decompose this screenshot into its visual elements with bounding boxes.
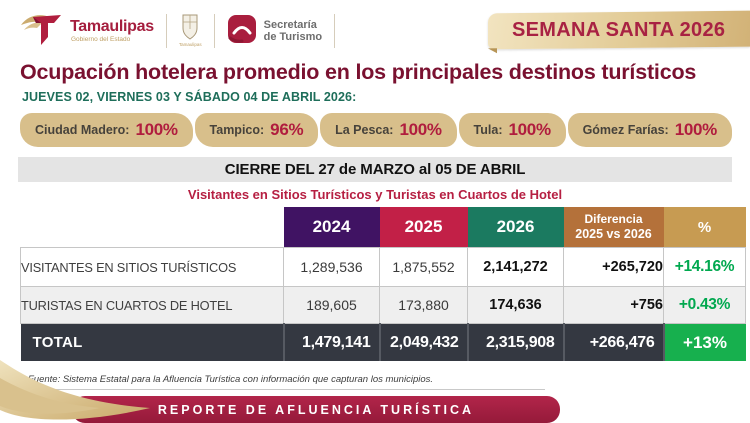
semana-santa-ribbon: SEMANA SANTA 2026 — [488, 10, 750, 50]
total-2025: 2,049,432 — [378, 323, 468, 361]
total-diferencia: +266,476 — [562, 323, 664, 361]
badge-value: 96% — [270, 120, 304, 139]
diferencia-line2: 2025 vs 2026 — [575, 226, 652, 241]
cell-2026: 174,636 — [467, 286, 564, 324]
divider — [25, 389, 545, 390]
table-title: Visitantes en Sitios Turísticos y Turist… — [187, 187, 563, 202]
emblem-caption: Tamaulipas — [178, 42, 202, 48]
cell-2026: 2,141,272 — [467, 247, 564, 287]
tamaulipas-logo: Tamaulipas Gobierno del Estado — [20, 10, 154, 53]
ribbon-text: SEMANA SANTA 2026 — [512, 18, 726, 41]
secretaria-line2: de Turismo — [263, 31, 323, 43]
page-subtitle: JUEVES 02, VIERNES 03 Y SÁBADO 04 DE ABR… — [22, 90, 357, 104]
secretaria-line1: Secretaría — [263, 18, 317, 31]
tamaulipas-wing-icon — [20, 10, 64, 53]
badge-value: 100% — [399, 120, 442, 139]
badge-label: La Pesca: — [335, 123, 394, 137]
table-row-visitantes: VISITANTES EN SITIOS TURÍSTICOS 1,289,53… — [20, 247, 746, 287]
coat-of-arms-icon: Tamaulipas — [179, 14, 202, 48]
header-2026: 2026 — [467, 207, 564, 248]
divider — [334, 14, 336, 48]
divider — [165, 14, 167, 48]
turismo-wave-icon — [227, 14, 257, 49]
cell-percent: +0.43% — [663, 286, 746, 324]
total-2024: 1,479,141 — [282, 323, 380, 361]
table-row-turistas: TURISTAS EN CUARTOS DE HOTEL 189,605 173… — [20, 286, 746, 324]
cell-diferencia: +756 — [563, 286, 664, 324]
header-2025: 2025 — [379, 207, 468, 248]
cell-2024: 189,605 — [283, 286, 380, 324]
badge-la-pesca: La Pesca: 100% — [320, 113, 457, 147]
badge-label: Ciudad Madero: — [35, 123, 130, 137]
bottom-banner-text: REPORTE DE AFLUENCIA TURÍSTICA — [157, 402, 475, 417]
total-2026: 2,315,908 — [466, 323, 564, 361]
badge-value: 100% — [508, 120, 551, 139]
header-bar: Tamaulipas Gobierno del Estado Tamaulipa… — [20, 8, 336, 54]
table-header-row: 2024 2025 2026 Diferencia 2025 vs 2026 % — [20, 207, 746, 248]
total-percent: +13% — [662, 323, 746, 361]
row-label: VISITANTES EN SITIOS TURÍSTICOS — [20, 247, 284, 287]
divider — [213, 14, 215, 48]
badge-value: 100% — [674, 120, 718, 139]
badge-ciudad-madero: Ciudad Madero: 100% — [20, 113, 193, 147]
occupancy-table: 2024 2025 2026 Diferencia 2025 vs 2026 %… — [20, 207, 746, 361]
badge-label: Tampico: — [209, 123, 265, 137]
bottom-banner: REPORTE DE AFLUENCIA TURÍSTICA — [72, 396, 560, 423]
badge-tula: Tula: 100% — [458, 113, 566, 147]
cell-percent: +14.16% — [663, 247, 746, 287]
destination-badges: Ciudad Madero: 100% Tampico: 96% La Pesc… — [20, 113, 732, 147]
badge-gomez-farias: Gómez Farías: 100% — [567, 113, 732, 147]
badge-label: Gómez Farías: — [582, 123, 669, 137]
row-label: TURISTAS EN CUARTOS DE HOTEL — [20, 286, 284, 324]
brand-subtitle: Gobierno del Estado — [71, 35, 131, 43]
header-blank-cell — [20, 207, 284, 248]
badge-value: 100% — [135, 120, 178, 139]
cell-2024: 1,289,536 — [283, 247, 380, 287]
header-diferencia: Diferencia 2025 vs 2026 — [563, 207, 664, 248]
diferencia-line1: Diferencia — [584, 211, 643, 226]
cell-2025: 1,875,552 — [379, 247, 468, 287]
page-title: Ocupación hotelera promedio en los princ… — [20, 60, 697, 84]
source-note: Fuente: Sistema Estatal para la Afluenci… — [28, 374, 434, 385]
secretaria-turismo-logo: Secretaría de Turismo — [227, 14, 322, 49]
brand-name: Tamaulipas — [70, 17, 154, 35]
period-bar: CIERRE DEL 27 de MARZO al 05 DE ABRIL — [18, 157, 732, 182]
cell-2025: 173,880 — [379, 286, 468, 324]
header-2024: 2024 — [283, 207, 380, 248]
total-label: TOTAL — [20, 323, 284, 361]
badge-tampico: Tampico: 96% — [194, 113, 319, 147]
table-row-total: TOTAL 1,479,141 2,049,432 2,315,908 +266… — [20, 323, 746, 361]
badge-label: Tula: — [473, 123, 503, 137]
header-percent: % — [663, 207, 746, 248]
cell-diferencia: +265,720 — [563, 247, 664, 287]
